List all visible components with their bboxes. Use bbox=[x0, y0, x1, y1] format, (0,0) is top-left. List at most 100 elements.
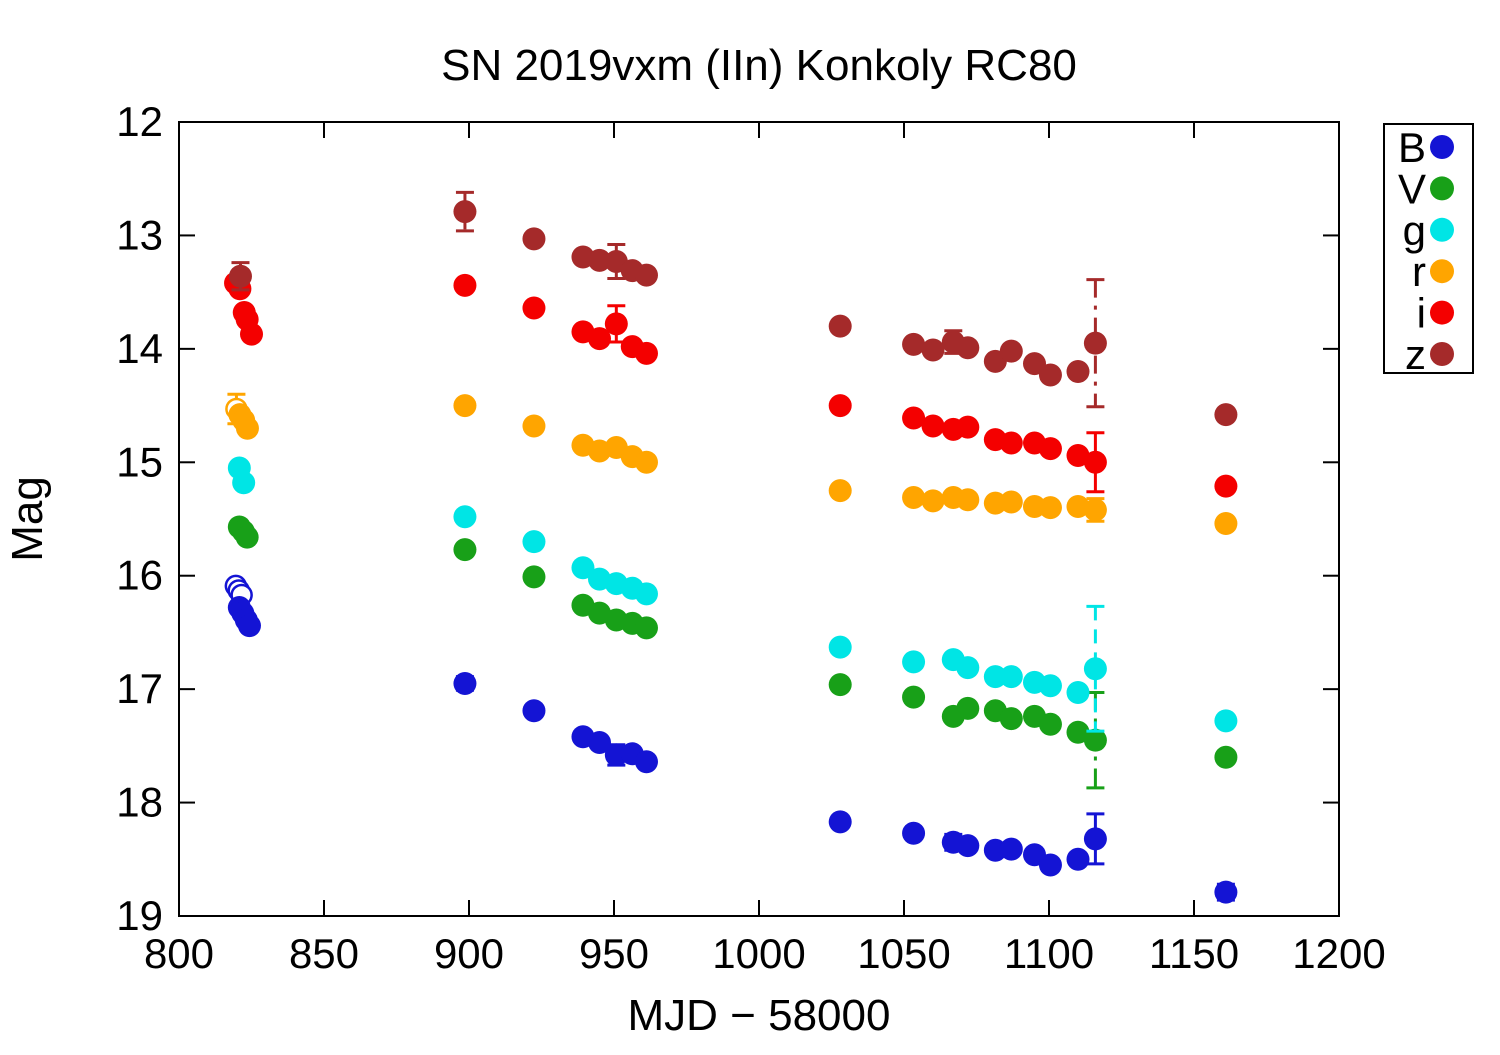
data-point-B bbox=[999, 837, 1023, 861]
data-point-r bbox=[634, 450, 658, 474]
y-axis-ticks: 12 13 14 15 16 17 18 19 bbox=[116, 98, 1339, 939]
data-point-i bbox=[1083, 450, 1107, 474]
data-point-V bbox=[522, 565, 546, 589]
data-point-z bbox=[522, 227, 546, 251]
series-i bbox=[224, 271, 1238, 498]
data-point-i bbox=[956, 415, 980, 439]
chart-title: SN 2019vxm (IIn) Konkoly RC80 bbox=[441, 41, 1077, 90]
x-axis-label: MJD − 58000 bbox=[628, 991, 891, 1040]
data-point-B bbox=[1083, 827, 1107, 851]
data-point-z bbox=[453, 200, 477, 224]
data-point-z bbox=[634, 263, 658, 287]
data-point-i bbox=[240, 322, 263, 346]
data-point-B bbox=[453, 671, 477, 695]
x-tick-label: 900 bbox=[434, 930, 504, 977]
data-point-i bbox=[604, 312, 628, 336]
data-point-g bbox=[571, 556, 595, 580]
data-point-z bbox=[1214, 403, 1238, 427]
data-point-g bbox=[1066, 681, 1090, 705]
legend-box bbox=[1383, 123, 1474, 374]
x-tick-label: 950 bbox=[579, 930, 649, 977]
data-point-r bbox=[921, 489, 945, 513]
data-point-B bbox=[588, 730, 611, 754]
y-tick-label: 14 bbox=[116, 325, 163, 372]
data-point-B bbox=[237, 614, 261, 638]
data-point-g bbox=[956, 656, 980, 680]
legend-label-V: V bbox=[1398, 165, 1426, 212]
legend-marker-g bbox=[1430, 217, 1454, 242]
data-point-r bbox=[999, 490, 1023, 514]
data-point-B bbox=[956, 834, 980, 858]
x-tick-label: 1150 bbox=[1149, 930, 1239, 977]
data-point-i bbox=[1038, 437, 1062, 461]
data-point-z bbox=[1038, 363, 1062, 387]
data-point-i bbox=[1066, 443, 1090, 467]
data-point-i bbox=[999, 431, 1023, 455]
data-point-r bbox=[902, 485, 926, 509]
legend-label-z: z bbox=[1405, 331, 1426, 378]
data-point-V bbox=[634, 616, 658, 640]
data-point-r bbox=[956, 488, 980, 512]
data-point-z bbox=[1083, 331, 1107, 355]
data-point-i bbox=[828, 394, 852, 418]
data-point-V bbox=[902, 685, 926, 709]
data-point-i bbox=[453, 273, 477, 297]
data-point-B bbox=[1066, 847, 1090, 871]
data-point-r bbox=[1066, 495, 1090, 519]
y-tick-label: 12 bbox=[116, 98, 163, 145]
data-point-B bbox=[902, 821, 926, 845]
legend-label-r: r bbox=[1412, 248, 1426, 295]
y-tick-label: 13 bbox=[116, 211, 163, 258]
data-point-g bbox=[828, 635, 852, 659]
data-point-V bbox=[956, 696, 980, 720]
data-point-z bbox=[956, 336, 980, 360]
data-point-z bbox=[999, 339, 1023, 363]
data-point-r bbox=[828, 479, 852, 503]
data-point-r bbox=[522, 414, 546, 438]
data-point-i bbox=[588, 327, 611, 351]
data-point-B bbox=[1214, 880, 1238, 904]
data-point-B bbox=[1038, 853, 1062, 877]
data-point-V bbox=[1066, 720, 1090, 744]
data-point-g bbox=[983, 665, 1007, 689]
data-point-V bbox=[235, 525, 259, 549]
data-point-i bbox=[634, 341, 658, 365]
data-point-z bbox=[828, 314, 852, 338]
legend-marker-V bbox=[1430, 176, 1454, 201]
data-point-B bbox=[828, 810, 852, 834]
data-point-r bbox=[1214, 512, 1238, 536]
data-point-i bbox=[1214, 474, 1238, 498]
data-point-V bbox=[1038, 712, 1062, 736]
series-r bbox=[225, 392, 1238, 536]
data-point-z bbox=[1023, 352, 1046, 376]
plot-area: 800 850 900 950 1000 1050 1100 1150 1200 12 13 14 15… bbox=[116, 98, 1385, 977]
data-point-V bbox=[828, 673, 852, 697]
x-tick-label: 1200 bbox=[1292, 930, 1385, 977]
data-point-B bbox=[634, 750, 658, 774]
legend-marker-z bbox=[1430, 342, 1454, 366]
data-point-g bbox=[1214, 709, 1238, 733]
data-point-B bbox=[522, 699, 546, 723]
legend-marker-r bbox=[1430, 259, 1454, 284]
series-g bbox=[227, 456, 1238, 733]
y-tick-label: 19 bbox=[116, 892, 163, 939]
x-tick-label: 1050 bbox=[857, 930, 950, 977]
data-point-V bbox=[1083, 728, 1107, 752]
legend-marker-B bbox=[1430, 135, 1454, 159]
legend-label-B: B bbox=[1398, 124, 1426, 171]
y-tick-label: 17 bbox=[116, 665, 163, 712]
y-tick-label: 16 bbox=[116, 552, 163, 599]
data-point-g bbox=[1083, 657, 1107, 681]
x-tick-label: 1000 bbox=[712, 930, 805, 977]
data-point-V bbox=[453, 538, 477, 562]
plot-border bbox=[178, 121, 1340, 917]
y-axis-label: Mag bbox=[3, 476, 52, 562]
legend-label-g: g bbox=[1403, 207, 1426, 254]
data-point-r bbox=[235, 416, 259, 440]
data-point-g bbox=[522, 530, 546, 554]
data-point-i bbox=[522, 296, 546, 320]
data-point-V bbox=[999, 707, 1023, 731]
x-tick-label: 1100 bbox=[1004, 930, 1094, 977]
